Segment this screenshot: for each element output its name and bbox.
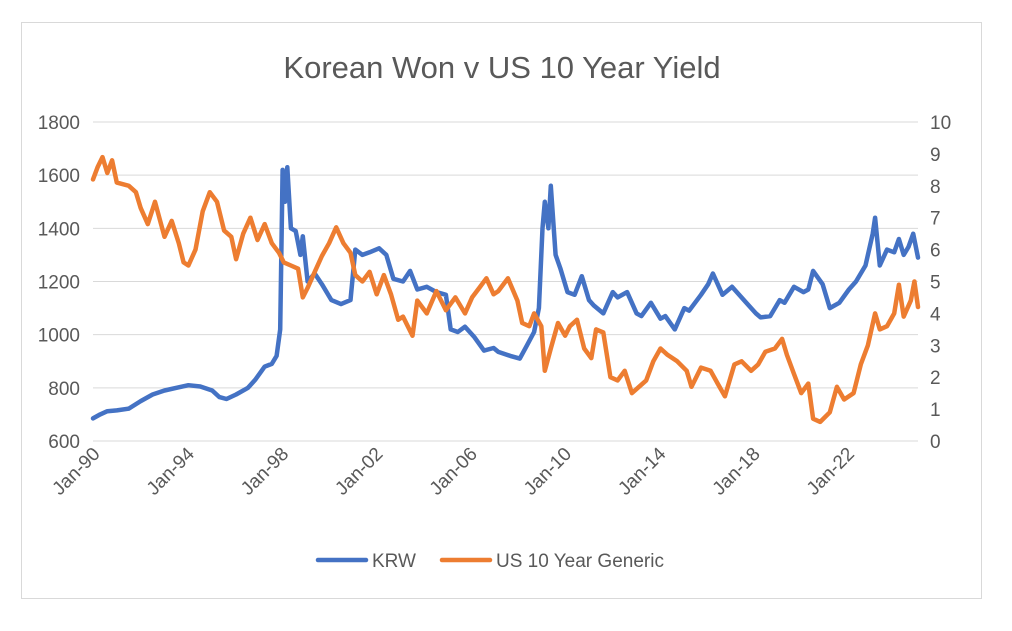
chart-title: Korean Won v US 10 Year Yield	[283, 50, 720, 85]
x-tick-label: Jan-06	[426, 444, 482, 500]
right-tick-label: 9	[930, 145, 941, 166]
x-tick-label: Jan-10	[520, 444, 576, 500]
x-tick-label: Jan-22	[803, 444, 859, 500]
right-tick-label: 0	[930, 432, 941, 453]
us10y-series-line	[90, 154, 921, 425]
left-tick-label: 600	[48, 432, 80, 453]
x-tick-label: Jan-98	[237, 444, 293, 500]
x-tick-label: Jan-94	[143, 443, 199, 499]
right-tick-label: 6	[930, 241, 941, 262]
legend-label: KRW	[372, 551, 416, 572]
chart-frame	[21, 22, 982, 599]
x-axis-ticks: Jan-90 Jan-94 Jan-98 Jan-02 Jan-06 Jan-10 Jan-…	[49, 443, 859, 499]
krw-series-line	[90, 164, 921, 421]
legend-item-krw: KRW	[315, 551, 416, 572]
left-tick-label: 1600	[38, 166, 80, 187]
left-axis-ticks: 600 800 1000 1200 1400 1600 1800	[38, 113, 80, 453]
legend-label: US 10 Year Generic	[496, 551, 664, 572]
x-tick-label: Jan-14	[614, 443, 670, 499]
legend-item-us10y: US 10 Year Generic	[439, 551, 664, 572]
right-tick-label: 7	[930, 209, 941, 230]
right-tick-label: 2	[930, 368, 941, 389]
series-lines	[90, 154, 921, 425]
right-axis-ticks: 0 1 2 3 4 5 6 7 8 9 10	[930, 113, 951, 453]
left-tick-label: 1200	[38, 273, 80, 294]
right-tick-label: 8	[930, 177, 941, 198]
x-tick-label: Jan-02	[331, 444, 387, 500]
right-tick-label: 1	[930, 400, 941, 421]
right-tick-label: 5	[930, 273, 941, 294]
left-tick-label: 1800	[38, 113, 80, 134]
x-tick-label: Jan-18	[709, 444, 765, 500]
legend: KRW US 10 Year Generic	[315, 551, 664, 572]
left-tick-label: 800	[48, 379, 80, 400]
right-tick-label: 3	[930, 336, 941, 357]
right-tick-label: 10	[930, 113, 951, 134]
left-tick-label: 1000	[38, 326, 80, 347]
left-tick-label: 1400	[38, 219, 80, 240]
gridlines	[93, 121, 918, 442]
right-tick-label: 4	[930, 304, 941, 325]
